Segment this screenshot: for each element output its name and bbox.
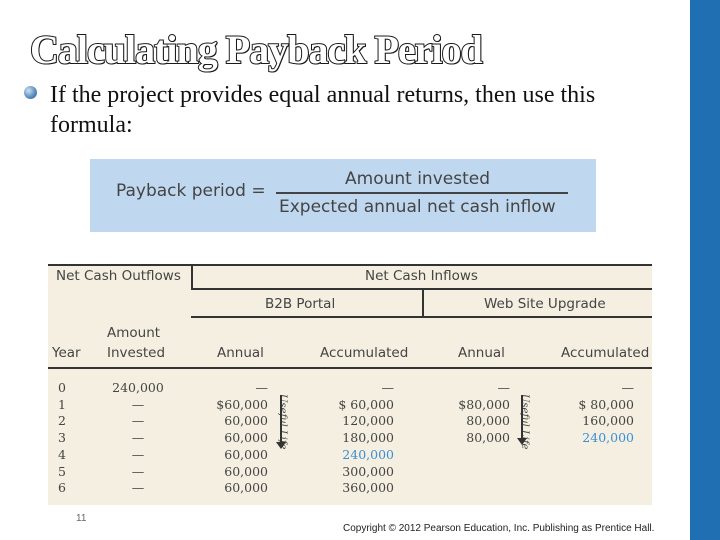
useful-life-arrow-web	[517, 395, 527, 445]
table-cell-b2b-accum: 240,000	[342, 446, 394, 462]
formula-lhs: Payback period =	[116, 181, 266, 201]
table-cell-b2b-accum: 300,000	[342, 463, 394, 479]
header-invested: Invested	[107, 345, 166, 361]
table-cell-invested: —	[131, 446, 145, 462]
table-divider	[191, 264, 193, 289]
header-web-annual: Annual	[458, 345, 505, 361]
table-cell-web-accum: $ 80,000	[578, 396, 634, 412]
header-inflows: Net Cash Inflows	[365, 268, 478, 284]
table-cell-year: 1	[58, 396, 66, 412]
header-outflows: Net Cash Outflows	[56, 268, 181, 284]
header-b2b-accumulated: Accumulated	[320, 345, 409, 361]
formula-denominator: Expected annual net cash inflow	[279, 197, 556, 217]
table-cell-web-annual: 80,000	[466, 430, 510, 446]
table-cell-b2b-annual: 60,000	[224, 413, 268, 429]
table-rule-top	[48, 264, 652, 266]
table-cell-year: 2	[58, 413, 66, 429]
table-cell-b2b-accum: 180,000	[342, 430, 394, 446]
table-cell-b2b-annual: 60,000	[224, 480, 268, 496]
formula-numerator: Amount invested	[345, 169, 490, 189]
header-project-web: Web Site Upgrade	[484, 296, 606, 312]
formula-fraction-bar	[276, 192, 568, 194]
header-b2b-annual: Annual	[217, 345, 264, 361]
table-cell-b2b-annual: —	[255, 380, 269, 395]
table-cell-b2b-accum: —	[381, 380, 395, 395]
table-cell-b2b-accum: 120,000	[342, 413, 394, 429]
right-accent-bar	[690, 0, 720, 540]
table-cell-web-accum: 160,000	[582, 413, 634, 429]
table-cell-invested: 240,000	[112, 380, 164, 395]
table-cell-invested: —	[131, 463, 145, 479]
table-cell-web-accum: —	[621, 380, 635, 395]
table-cell-web-annual: 80,000	[466, 413, 510, 429]
table-cell-web-annual: —	[497, 380, 511, 395]
table-cell-b2b-annual: 60,000	[224, 463, 268, 479]
slide-title: Calculating Payback Period	[29, 26, 484, 73]
table-cell-year: 5	[58, 463, 66, 479]
table-cell-b2b-annual: 60,000	[224, 446, 268, 462]
bullet-icon	[24, 86, 37, 99]
header-web-accumulated: Accumulated	[561, 345, 650, 361]
formula-box: Payback period = Amount invested Expecte…	[90, 159, 596, 232]
useful-life-arrow-b2b	[276, 395, 286, 449]
copyright-notice: Copyright © 2012 Pearson Education, Inc.…	[343, 523, 655, 534]
table-rule-projects	[191, 316, 652, 318]
header-amount: Amount	[107, 325, 161, 341]
table-cell-b2b-annual: 60,000	[224, 430, 268, 446]
table-rule-inflows	[191, 288, 652, 290]
cash-flow-table: Net Cash Outflows Net Cash Inflows B2B P…	[48, 264, 652, 505]
table-cell-b2b-accum: 360,000	[342, 480, 394, 496]
table-cell-year: 4	[58, 446, 66, 462]
table-cell-b2b-accum: $ 60,000	[338, 396, 394, 412]
table-cell-invested: —	[131, 480, 145, 496]
header-year: Year	[52, 345, 81, 361]
table-cell-year: 0	[58, 380, 66, 395]
table-cell-invested: —	[131, 413, 145, 429]
header-project-b2b: B2B Portal	[265, 296, 336, 312]
bullet-text: If the project provides equal annual ret…	[50, 82, 596, 138]
table-cell-invested: —	[131, 430, 145, 446]
table-cell-web-accum: 240,000	[582, 430, 634, 446]
table-rule-header	[48, 367, 652, 369]
table-cell-invested: —	[131, 396, 145, 412]
page-number: 11	[76, 513, 87, 524]
table-cell-web-annual: $80,000	[458, 396, 510, 412]
table-cell-year: 3	[58, 430, 66, 446]
table-cell-year: 6	[58, 480, 66, 496]
table-cell-b2b-annual: $60,000	[216, 396, 268, 412]
project-divider	[422, 288, 424, 318]
